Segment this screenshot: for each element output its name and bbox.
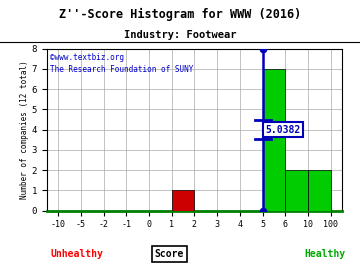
Y-axis label: Number of companies (12 total): Number of companies (12 total) [20, 60, 29, 199]
Bar [172, 190, 194, 211]
Text: 5.0382: 5.0382 [265, 124, 301, 135]
Text: ©www.textbiz.org
The Research Foundation of SUNY: ©www.textbiz.org The Research Foundation… [50, 53, 193, 74]
Text: Healthy: Healthy [305, 249, 346, 259]
Bar [285, 170, 308, 211]
Text: Score: Score [154, 249, 184, 259]
Text: Unhealthy: Unhealthy [50, 249, 103, 259]
Text: Z''-Score Histogram for WWW (2016): Z''-Score Histogram for WWW (2016) [59, 8, 301, 21]
Bar [262, 69, 285, 211]
Text: Industry: Footwear: Industry: Footwear [124, 30, 236, 40]
Bar [308, 170, 330, 211]
